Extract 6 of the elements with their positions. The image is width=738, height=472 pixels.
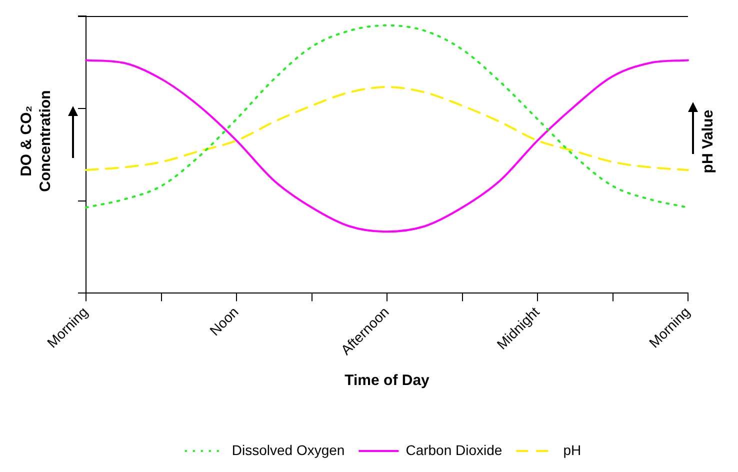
x-axis-title: Time of Day <box>344 372 430 390</box>
legend-label: Dissolved Oxygen <box>232 442 345 458</box>
y-axis-title: DO & CO₂ Concentration <box>17 89 55 194</box>
y2-axis-title: pH Value <box>698 108 718 176</box>
legend-label: Carbon Dioxide <box>406 442 502 458</box>
legend-label: pH <box>563 442 582 458</box>
